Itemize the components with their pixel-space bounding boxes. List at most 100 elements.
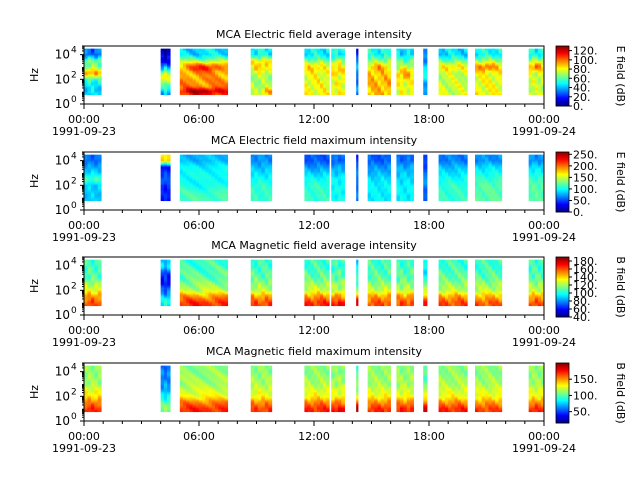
heatmap-cell [202,57,206,60]
heatmap-cell [334,51,339,53]
heatmap-cell [384,71,388,73]
heatmap-cell [528,93,533,96]
heatmap-cell [97,82,102,85]
heatmap-cell [313,60,318,63]
heatmap-cell [304,69,308,72]
heatmap-cell [179,49,184,52]
heatmap-cell [387,55,391,57]
heatmap-cell [218,52,222,55]
heatmap-cell [310,75,315,77]
heatmap-cell [341,55,345,57]
heatmap-cell [224,72,229,74]
heatmap-cell [261,55,266,57]
heatmap-cell [97,60,102,63]
heatmap-cell [87,78,92,81]
heatmap-cell [264,80,269,82]
heatmap-cell [179,90,184,93]
heatmap-cell [218,56,222,59]
heatmap-cell [90,52,95,55]
heatmap-cell [380,48,385,51]
heatmap-cell [319,57,324,60]
heatmap-cell [261,51,266,53]
heatmap-cell [192,81,197,84]
y-axis-label: Hz [28,68,41,82]
heatmap-cell [374,88,378,90]
heatmap-cell [406,55,411,57]
heatmap-cell [221,85,225,88]
heatmap-cell [221,86,225,89]
heatmap-cell [457,93,462,96]
heatmap-cell [163,81,168,84]
heatmap-cell [211,68,216,71]
heatmap-cell [257,68,262,71]
heatmap-cell [254,51,259,53]
heatmap-cell [441,60,446,63]
heatmap-cell [307,77,311,80]
heatmap-cell [310,81,315,84]
heatmap-cell [163,77,168,80]
heatmap-cell [179,68,184,71]
heatmap-cell [202,86,206,89]
heatmap-cell [250,64,255,67]
heatmap-cell [367,85,372,88]
heatmap-cell [97,59,102,61]
heatmap-cell [254,59,259,61]
heatmap-cell [160,78,165,81]
heatmap-cell [208,65,213,68]
heatmap-cell [90,71,95,73]
heatmap-cell [380,52,385,55]
heatmap-cell [374,80,378,82]
heatmap-cell [380,90,385,93]
heatmap-cell [438,53,443,56]
heatmap-cell [192,64,197,67]
heatmap-cell [87,68,92,71]
heatmap-cell [160,63,165,65]
heatmap-cell [396,56,401,59]
heatmap-cell [264,78,269,81]
heatmap-cell [90,55,95,57]
heatmap-cell [323,51,327,53]
heatmap-cell [84,63,88,65]
heatmap-cell [186,92,190,94]
heatmap-cell [221,65,225,68]
heatmap-cell [370,51,375,53]
heatmap-cell [261,78,266,81]
heatmap-cell [264,68,269,71]
heatmap-cell [410,89,414,92]
heatmap-cell [374,53,378,56]
heatmap-cell [307,49,311,52]
heatmap-cell [399,75,404,77]
heatmap-cell [84,55,88,57]
heatmap-cell [186,57,190,60]
heatmap-cell [323,48,327,51]
heatmap-cell [304,52,308,55]
heatmap-cell [160,71,165,73]
heatmap-cell [356,86,359,89]
heatmap-cell [331,53,335,56]
heatmap-cell [192,77,197,80]
heatmap-cell [261,57,266,60]
heatmap-cell [337,88,342,90]
heatmap-cell [189,69,193,72]
heatmap-cell [208,56,213,59]
heatmap-cell [202,52,206,55]
heatmap-cell [441,59,446,61]
heatmap-cell [97,67,102,69]
heatmap-cell [97,89,102,92]
heatmap-cell [380,93,385,96]
heatmap-cell [495,93,499,96]
heatmap-cell [304,65,308,68]
heatmap-cell [410,90,414,93]
heatmap-cell [367,80,372,82]
heatmap-cell [221,49,225,52]
heatmap-cell [87,49,92,52]
heatmap-cell [319,81,324,84]
heatmap-cell [370,57,375,60]
heatmap-cell [423,81,428,84]
heatmap-cell [167,63,171,65]
heatmap-cell [254,78,259,81]
heatmap-cell [208,61,213,64]
heatmap-cell [224,199,229,202]
heatmap-cell [310,51,315,53]
